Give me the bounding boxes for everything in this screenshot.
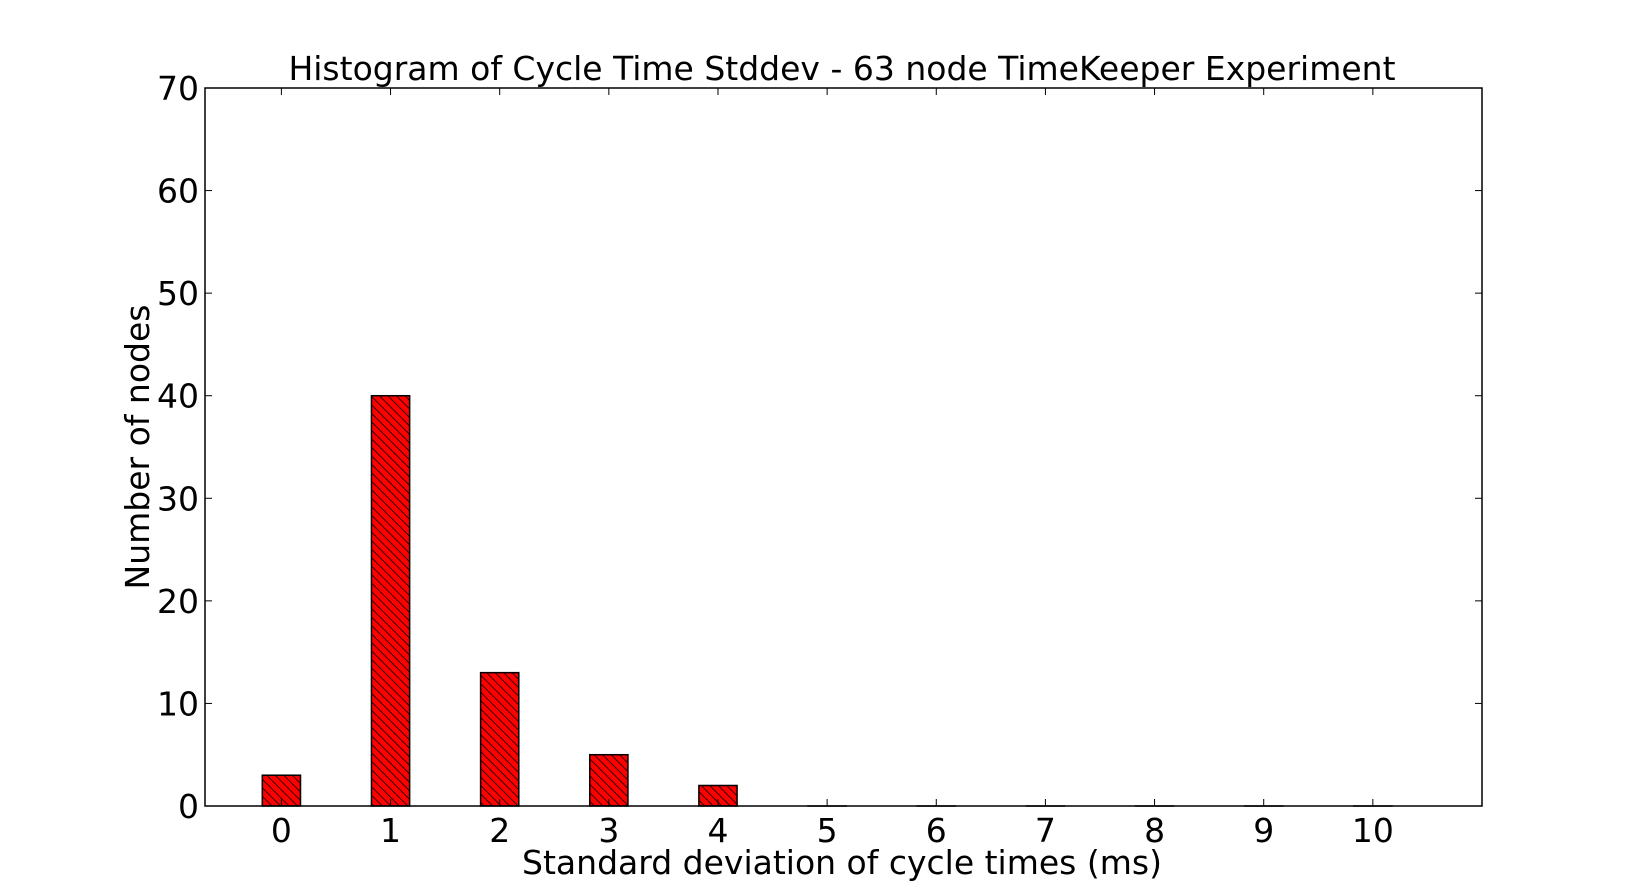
y-tick-label-60: 60 — [157, 172, 199, 211]
x-tick-label-5: 5 — [817, 811, 838, 850]
bar-3 — [588, 753, 629, 807]
x-tick-label-0: 0 — [271, 811, 292, 850]
y-axis-label: Number of nodes — [118, 305, 157, 590]
x-axis-label: Standard deviation of cycle times (ms) — [522, 843, 1162, 882]
y-tick-label-30: 30 — [157, 479, 199, 518]
chart-title: Histogram of Cycle Time Stddev - 63 node… — [288, 49, 1395, 88]
x-tick-label-4: 4 — [707, 811, 728, 850]
bar-2 — [479, 671, 520, 807]
x-tick-label-8: 8 — [1144, 811, 1165, 850]
x-tick-label-9: 9 — [1253, 811, 1274, 850]
x-tick-label-2: 2 — [489, 811, 510, 850]
y-tick-label-10: 10 — [157, 684, 199, 723]
x-tick-label-3: 3 — [598, 811, 619, 850]
x-tick-label-1: 1 — [380, 811, 401, 850]
bar-1 — [370, 394, 411, 807]
y-tick-label-50: 50 — [157, 274, 199, 313]
y-tick-label-20: 20 — [157, 582, 199, 621]
y-tick-label-40: 40 — [157, 377, 199, 416]
ticks-group — [205, 87, 1482, 807]
bars-group — [261, 394, 1393, 807]
x-tick-labels: 0 1 2 3 4 5 6 7 8 9 10 — [271, 811, 1394, 850]
x-tick-label-7: 7 — [1035, 811, 1056, 850]
plot-area-frame — [204, 87, 1483, 807]
y-tick-label-70: 70 — [157, 69, 199, 108]
x-tick-label-10: 10 — [1352, 811, 1394, 850]
y-tick-labels: 0 10 20 30 40 50 60 70 — [157, 69, 199, 826]
y-tick-label-0: 0 — [178, 787, 199, 826]
x-tick-label-6: 6 — [926, 811, 947, 850]
